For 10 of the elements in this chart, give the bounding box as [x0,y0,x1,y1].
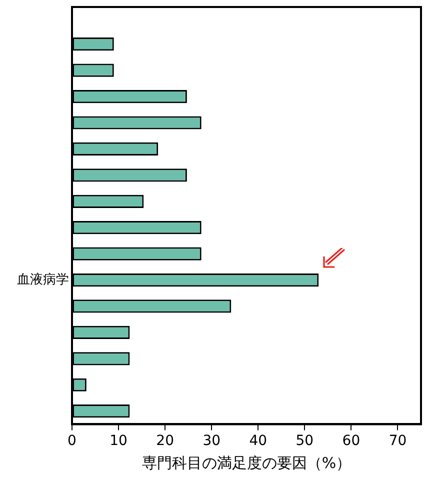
x-tick-label: 20 [156,433,174,450]
x-tick-label: 60 [342,433,360,450]
x-tick-label: 40 [249,433,268,450]
x-axis-title: 専門科目の満足度の要因（%） [142,454,352,472]
x-tick-label: 50 [296,433,314,450]
y-tick-label: 血液病学 [17,272,69,288]
x-tick-label: 30 [202,433,221,450]
x-tick-label: 70 [388,433,407,450]
x-tick-label: 0 [68,433,76,450]
x-tick-label: 10 [110,433,128,450]
